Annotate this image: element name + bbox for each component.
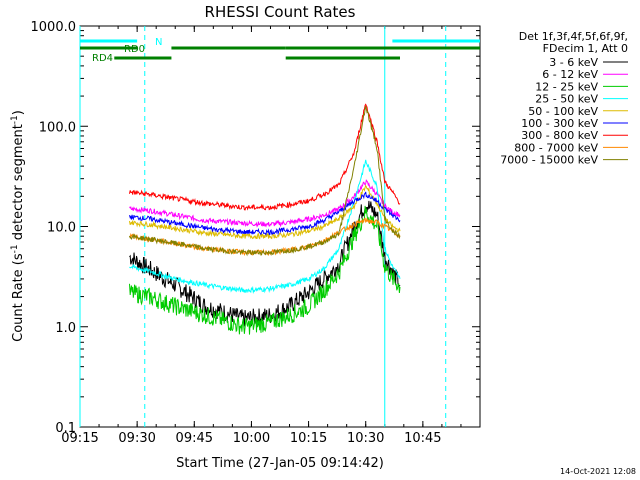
legend-item-label: 300 - 800 keV bbox=[521, 129, 598, 142]
series-line bbox=[129, 191, 401, 236]
x-axis: 09:15 09:30 09:45 10:00 10:15 10:30 10:45 bbox=[61, 26, 481, 446]
legend-item-label: 100 - 300 keV bbox=[521, 117, 598, 130]
series-lines bbox=[129, 103, 401, 335]
x-tick-label: 09:45 bbox=[176, 431, 213, 446]
legend-item-label: 12 - 25 keV bbox=[535, 80, 598, 93]
footer-timestamp: 14-Oct-2021 12:08 bbox=[560, 467, 636, 476]
x-tick-label: 10:15 bbox=[290, 431, 327, 446]
x-tick-label: 09:30 bbox=[118, 431, 155, 446]
series-line bbox=[129, 105, 401, 257]
chart-title: RHESSI Count Rates bbox=[205, 3, 356, 21]
y-axis-label: Count Rate (s-1 detector segment-1) bbox=[10, 110, 26, 342]
series-line bbox=[129, 184, 401, 240]
x-tick-label: 10:00 bbox=[233, 431, 270, 446]
legend-item-label: 800 - 7000 keV bbox=[514, 141, 598, 154]
series-line bbox=[129, 103, 401, 211]
y-tick-label: 1.0 bbox=[55, 321, 76, 336]
series-line bbox=[129, 205, 401, 335]
flag-bar-label: RD0 bbox=[124, 44, 145, 55]
x-axis-label: Start Time (27-Jan-05 09:14:42) bbox=[176, 456, 384, 471]
series-line bbox=[129, 159, 401, 295]
x-tick-label: 10:45 bbox=[404, 431, 441, 446]
legend-item-label: 3 - 6 keV bbox=[549, 56, 598, 69]
y-tick-label: 100.0 bbox=[39, 120, 76, 135]
flag-bar-label: N bbox=[155, 37, 162, 48]
legend-item-label: 50 - 100 keV bbox=[528, 105, 598, 118]
legend-item-label: 7000 - 15000 keV bbox=[500, 154, 598, 167]
y-axis-label-part3: ) bbox=[11, 110, 26, 115]
legend-item-label: 25 - 50 keV bbox=[535, 93, 598, 106]
legend-item-label: 6 - 12 keV bbox=[542, 68, 598, 81]
y-axis: 0.1 1.0 10.0 100.0 1000.0 bbox=[31, 20, 480, 436]
flag-bars: N RD0 RD4 bbox=[80, 37, 480, 64]
vertical-marker-lines bbox=[79, 26, 447, 427]
series-line bbox=[129, 200, 401, 327]
y-tick-label: 1000.0 bbox=[31, 20, 77, 35]
legend-header-line2: FDecim 1, Att 0 bbox=[543, 42, 628, 55]
legend: Det 1f,3f,4f,5f,6f,9f, FDecim 1, Att 0 3… bbox=[500, 30, 628, 167]
y-axis-label-sup1: -1 bbox=[10, 244, 20, 253]
flag-bar-label: RD4 bbox=[92, 53, 113, 64]
x-tick-label: 09:15 bbox=[61, 431, 98, 446]
y-axis-label-part2: detector segment bbox=[11, 124, 26, 244]
x-tick-label: 10:30 bbox=[347, 431, 384, 446]
legend-header-line1: Det 1f,3f,4f,5f,6f,9f, bbox=[519, 30, 628, 43]
y-tick-label: 10.0 bbox=[47, 221, 76, 236]
y-tick-label: 0.1 bbox=[55, 421, 76, 436]
y-axis-label-part1: Count Rate (s bbox=[11, 253, 26, 342]
series-line bbox=[129, 179, 401, 228]
y-axis-label-sup2: -1 bbox=[10, 115, 20, 124]
